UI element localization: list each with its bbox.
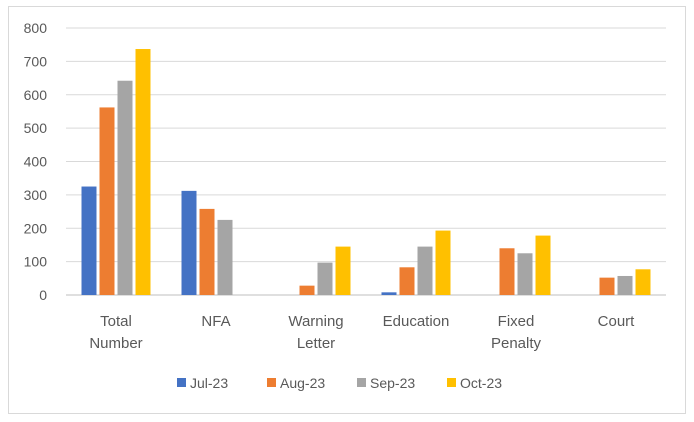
x-category-label: Letter xyxy=(297,335,335,352)
legend-label: Oct-23 xyxy=(460,375,502,391)
bar-oct-23-0 xyxy=(135,49,151,296)
bar-sep-23-0 xyxy=(117,80,133,295)
bar-aug-23-2 xyxy=(299,285,315,295)
bar-jul-23-0 xyxy=(81,186,97,295)
bar-sep-23-4 xyxy=(517,253,533,295)
bar-sep-23-3 xyxy=(417,246,433,295)
x-axis-categories: Total Number NFA Warning Letter Education Fixe… xyxy=(89,313,635,352)
y-tick-label: 0 xyxy=(39,287,47,303)
legend-swatch-jul-23 xyxy=(177,378,186,387)
gridlines xyxy=(66,27,666,296)
y-tick-label: 500 xyxy=(24,120,48,136)
bar-aug-23-4 xyxy=(499,248,515,295)
x-category-label: Total xyxy=(100,313,132,330)
bar-oct-23-2 xyxy=(335,246,351,295)
legend-label: Jul-23 xyxy=(190,375,228,391)
x-category-label: NFA xyxy=(201,313,230,330)
bar-oct-23-3 xyxy=(435,230,451,295)
x-category-label: Fixed xyxy=(498,313,535,330)
bar-oct-23-5 xyxy=(635,269,651,295)
y-axis-ticks: 0 100 200 300 400 500 600 700 800 xyxy=(24,20,48,303)
bar-sep-23-1 xyxy=(217,219,233,295)
bar-sep-23-2 xyxy=(317,262,333,295)
x-category-label: Penalty xyxy=(491,335,542,352)
bar-jul-23-1 xyxy=(181,190,197,295)
x-category-label: Education xyxy=(383,313,450,330)
y-tick-label: 300 xyxy=(24,187,48,203)
x-category-label: Court xyxy=(598,313,636,330)
legend-label: Sep-23 xyxy=(370,375,415,391)
bar-jul-23-3 xyxy=(381,292,397,295)
legend: Jul-23 Aug-23 Sep-23 Oct-23 xyxy=(177,375,502,391)
legend-swatch-oct-23 xyxy=(447,378,456,387)
bar-aug-23-0 xyxy=(99,107,115,296)
y-tick-label: 800 xyxy=(24,20,48,36)
legend-swatch-sep-23 xyxy=(357,378,366,387)
bar-sep-23-5 xyxy=(617,275,633,295)
y-tick-label: 700 xyxy=(24,53,48,69)
bar-aug-23-3 xyxy=(399,267,415,295)
y-tick-label: 600 xyxy=(24,87,48,103)
legend-swatch-aug-23 xyxy=(267,378,276,387)
legend-label: Aug-23 xyxy=(280,375,325,391)
bars xyxy=(81,49,651,296)
bar-oct-23-4 xyxy=(535,235,551,295)
y-tick-label: 100 xyxy=(24,254,48,270)
y-tick-label: 400 xyxy=(24,154,48,170)
x-category-label: Number xyxy=(89,335,142,352)
bar-aug-23-1 xyxy=(199,208,215,295)
x-category-label: Warning xyxy=(288,313,343,330)
y-tick-label: 200 xyxy=(24,220,48,236)
bar-aug-23-5 xyxy=(599,277,615,295)
